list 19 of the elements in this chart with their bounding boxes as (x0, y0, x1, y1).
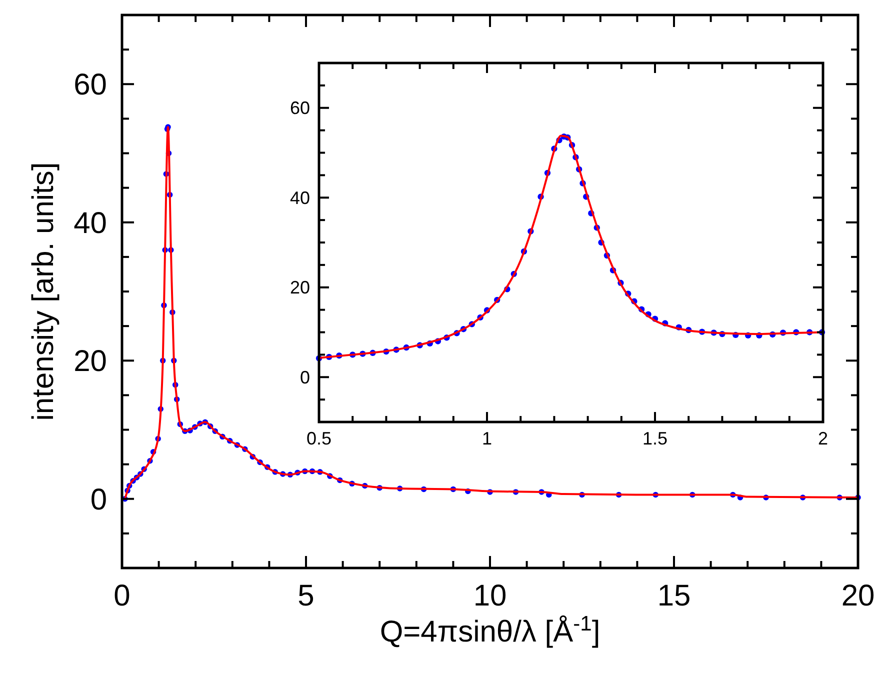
x-tick-label: 2 (818, 428, 828, 448)
y-tick-label: 40 (290, 188, 310, 208)
x-tick-label: 1.5 (642, 428, 668, 448)
x-axis-title: Q=4πsinθ/λ [Å$^{-1}$] (380, 612, 600, 648)
y-axis-title: intensity [arb. units] (27, 162, 60, 421)
y-tick-label: 20 (74, 345, 107, 378)
y-tick-label: 60 (290, 98, 310, 118)
y-tick-label: 0 (90, 483, 107, 516)
x-tick-label: 1 (482, 428, 492, 448)
y-tick-label: 20 (290, 278, 310, 298)
x-tick-label: 10 (473, 580, 507, 612)
y-tick-label: 60 (74, 68, 107, 102)
y-tick-label: 0 (300, 367, 310, 388)
x-tick-label: 0 (114, 580, 130, 612)
x-tick-label: 15 (657, 580, 691, 612)
y-tick-label: 40 (74, 206, 107, 240)
x-tick-label: 5 (298, 580, 314, 612)
x-tick-label: 0.5 (306, 428, 332, 448)
x-tick-label: 20 (841, 580, 875, 612)
